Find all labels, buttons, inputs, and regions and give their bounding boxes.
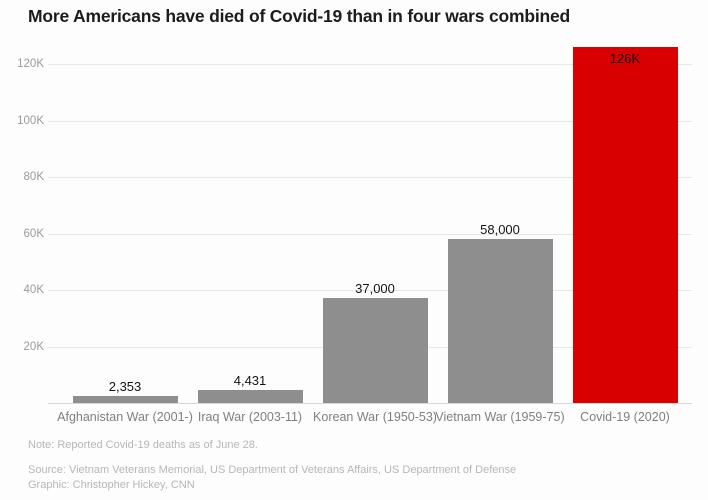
x-axis-label: Korean War (1950-53) — [313, 410, 437, 424]
bar-covid-19-2020 — [572, 47, 678, 403]
y-axis-tick-100K: 100K — [17, 114, 44, 127]
x-axis-label: Iraq War (2003-11) — [197, 410, 303, 424]
source-text: Source: Vietnam Veterans Memorial, US De… — [28, 464, 517, 476]
x-axis-label: Vietnam War (1959-75) — [435, 410, 565, 424]
y-axis-tick-120K: 120K — [17, 58, 44, 70]
bar-vietnam-war-1959-75 — [447, 239, 553, 403]
y-axis-tick-20K: 20K — [23, 340, 44, 353]
y-axis-tick-40K: 40K — [23, 284, 44, 296]
x-axis-label: Covid-19 (2020) — [580, 410, 670, 424]
gridline-100K — [48, 120, 692, 122]
x-axis-label: Afghanistan War (2001-) — [57, 410, 193, 424]
bar-value-label: 58,000 — [480, 222, 520, 238]
bar-korean-war-1950-53 — [322, 298, 428, 403]
gridline-80K — [48, 177, 692, 178]
bar-afghanistan-war-2001 — [72, 396, 178, 403]
bar-value-label: 37,000 — [355, 281, 395, 297]
bar-iraq-war-2003-11 — [197, 390, 303, 403]
chart-title: More Americans have died of Covid-19 tha… — [28, 6, 570, 26]
bar-value-label: 4,431 — [233, 373, 267, 389]
bar-value-label: 126K — [609, 51, 641, 67]
gridline-60K — [48, 233, 692, 235]
x-axis-baseline — [48, 403, 692, 404]
y-axis-tick-80K: 80K — [23, 171, 44, 183]
gridline-120K — [48, 64, 692, 65]
note-text: Note: Reported Covid-19 deaths as of Jun… — [28, 439, 258, 451]
gridline-40K — [48, 290, 692, 291]
graphic-credit-text: Graphic: Christopher Hickey, CNN — [28, 479, 195, 491]
bar-value-label: 2,353 — [108, 379, 142, 395]
y-axis-tick-60K: 60K — [23, 227, 44, 240]
